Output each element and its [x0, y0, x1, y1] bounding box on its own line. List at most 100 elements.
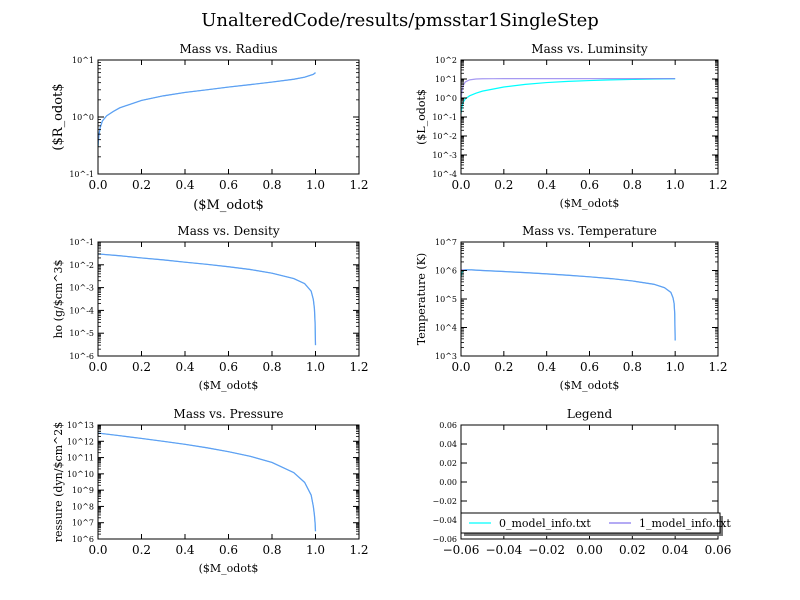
panel-title: Mass vs. Radius — [179, 42, 277, 56]
y-tick-label: 10^12 — [67, 437, 94, 446]
x-tick-label: 0.06 — [705, 543, 732, 557]
y-tick-label: 0.02 — [439, 459, 457, 468]
series-line-1 — [461, 77, 676, 100]
x-tick-label: 0.02 — [619, 543, 646, 557]
y-tick-label: 10^-1 — [69, 238, 94, 247]
y-tick-label: 10^-2 — [432, 132, 457, 141]
panel-legend-panel: −0.06 −0.04 −0.02 0.00 0.02 0.04 0.06 −0.06 −0.0… — [432, 407, 731, 557]
legend-label: 1_model_info.txt — [639, 517, 731, 530]
y-tick-label: 10^-5 — [69, 329, 94, 338]
figure-title: UnalteredCode/results/pmsstar1SingleStep — [201, 10, 599, 31]
y-tick-label: 10^0 — [435, 94, 457, 103]
y-tick-label: 10^0 — [72, 113, 94, 122]
y-tick-label: 10^-4 — [432, 170, 457, 179]
y-tick-label: 10^-1 — [432, 113, 457, 122]
x-tick-label: 1.0 — [306, 178, 325, 192]
panel-title: Mass vs. Luminsity — [531, 42, 648, 56]
y-tick-label: 10^-3 — [432, 151, 457, 160]
axes-frame — [460, 241, 719, 357]
y-tick-label: 10^-6 — [69, 352, 94, 361]
x-tick-label: 0.6 — [219, 543, 238, 557]
y-tick-label: 10^5 — [435, 295, 457, 304]
series-line-0 — [461, 269, 676, 341]
x-tick-label: 0.6 — [580, 178, 599, 192]
panel-mass-pressure: 0.0 0.2 0.4 0.6 0.8 1.0 1.2 10^6 10^7 10^8 10^9 10^… — [52, 407, 369, 575]
x-tick-label: 0.4 — [175, 360, 194, 374]
x-axis-label: ($M_odot$ — [199, 379, 259, 392]
x-tick-label: 0.04 — [662, 543, 689, 557]
y-tick-label: 10^-1 — [69, 170, 94, 179]
series-line-1 — [461, 269, 676, 341]
y-tick-label: 10^7 — [72, 519, 94, 528]
x-tick-label: 0.2 — [132, 543, 151, 557]
panel-mass-density: 0.0 0.2 0.4 0.6 0.8 1.0 1.2 10^-6 10^-5 10^-4 10^-… — [52, 224, 369, 392]
x-tick-label: 0.0 — [451, 178, 470, 192]
x-tick-label: 0.8 — [623, 360, 642, 374]
y-tick-label: 10^3 — [435, 352, 457, 361]
x-tick-label: 0.4 — [537, 178, 556, 192]
y-tick-label: 10^1 — [72, 56, 94, 65]
x-tick-label: 0.6 — [219, 360, 238, 374]
y-tick-label: 10^9 — [72, 486, 94, 495]
y-axis-label: ho (g/$cm^3$ — [52, 259, 65, 338]
series-line-0 — [98, 253, 317, 346]
y-tick-label: 10^-2 — [69, 261, 94, 270]
y-tick-label: 10^6 — [72, 535, 94, 544]
x-tick-label: 1.0 — [306, 360, 325, 374]
y-tick-label: 10^1 — [435, 75, 457, 84]
x-tick-label: 1.2 — [349, 360, 368, 374]
x-axis-label: ($M_odot$ — [560, 197, 620, 210]
y-tick-label: 0.06 — [439, 421, 457, 430]
panel-mass-radius: 0.0 0.2 0.4 0.6 0.8 1.0 1.2 10^-1 10^0 10^1 Mass v… — [51, 42, 369, 213]
x-tick-label: 0.2 — [132, 178, 151, 192]
x-tick-label: 0.0 — [88, 543, 107, 557]
panel-mass-temperature: 0.0 0.2 0.4 0.6 0.8 1.0 1.2 10^3 10^4 10^5 10^6 10^… — [415, 224, 728, 392]
y-tick-label: 10^8 — [72, 502, 94, 511]
x-axis-label: ($M_odot$ — [193, 198, 264, 213]
panel-title: Mass vs. Density — [177, 224, 279, 238]
y-tick-label: −0.06 — [432, 535, 457, 544]
y-axis-label: ($L_odot$ — [415, 89, 428, 145]
y-tick-label: 10^11 — [67, 454, 94, 463]
x-tick-label: 1.2 — [708, 360, 727, 374]
x-tick-label: −0.02 — [528, 543, 565, 557]
x-tick-label: 0.4 — [175, 543, 194, 557]
x-tick-label: 1.0 — [666, 360, 685, 374]
x-tick-label: 0.2 — [132, 360, 151, 374]
y-tick-label: 10^4 — [435, 324, 457, 333]
legend-box — [460, 512, 721, 534]
x-tick-label: 1.2 — [349, 178, 368, 192]
x-tick-label: 0.2 — [494, 360, 513, 374]
y-tick-label: 10^10 — [67, 470, 94, 479]
axes-frame — [460, 59, 719, 175]
y-tick-label: −0.02 — [432, 497, 457, 506]
series-line-1 — [98, 253, 317, 346]
series-line-0 — [461, 78, 676, 114]
y-tick-label: 0.00 — [439, 478, 457, 487]
x-tick-label: 0.4 — [537, 360, 556, 374]
x-tick-label: 0.0 — [451, 360, 470, 374]
panel-title: Mass vs. Temperature — [522, 224, 657, 238]
x-tick-label: 0.8 — [262, 178, 281, 192]
panel-title: Mass vs. Pressure — [174, 407, 284, 421]
x-axis-label: ($M_odot$ — [560, 379, 620, 392]
y-tick-label: 10^6 — [435, 267, 457, 276]
y-tick-label: 10^-3 — [69, 284, 94, 293]
x-tick-label: 0.00 — [576, 543, 603, 557]
x-tick-label: 0.8 — [262, 543, 281, 557]
x-tick-label: 0.0 — [88, 360, 107, 374]
x-tick-label: 0.6 — [219, 178, 238, 192]
x-tick-label: 1.0 — [306, 543, 325, 557]
x-tick-label: −0.04 — [485, 543, 522, 557]
series-line-0 — [98, 72, 316, 147]
x-tick-label: 0.4 — [175, 178, 194, 192]
y-tick-label: 10^7 — [435, 238, 457, 247]
panel-mass-luminosity: 0.0 0.2 0.4 0.6 0.8 1.0 1.2 10^-4 10^-3 10^-2 10^-… — [415, 42, 728, 210]
x-tick-label: 0.6 — [580, 360, 599, 374]
x-tick-label: 0.2 — [494, 178, 513, 192]
x-tick-label: −0.06 — [443, 543, 480, 557]
x-axis-label: ($M_odot$ — [199, 562, 259, 575]
panel-title: Legend — [567, 407, 613, 421]
y-tick-label: −0.04 — [432, 516, 457, 525]
